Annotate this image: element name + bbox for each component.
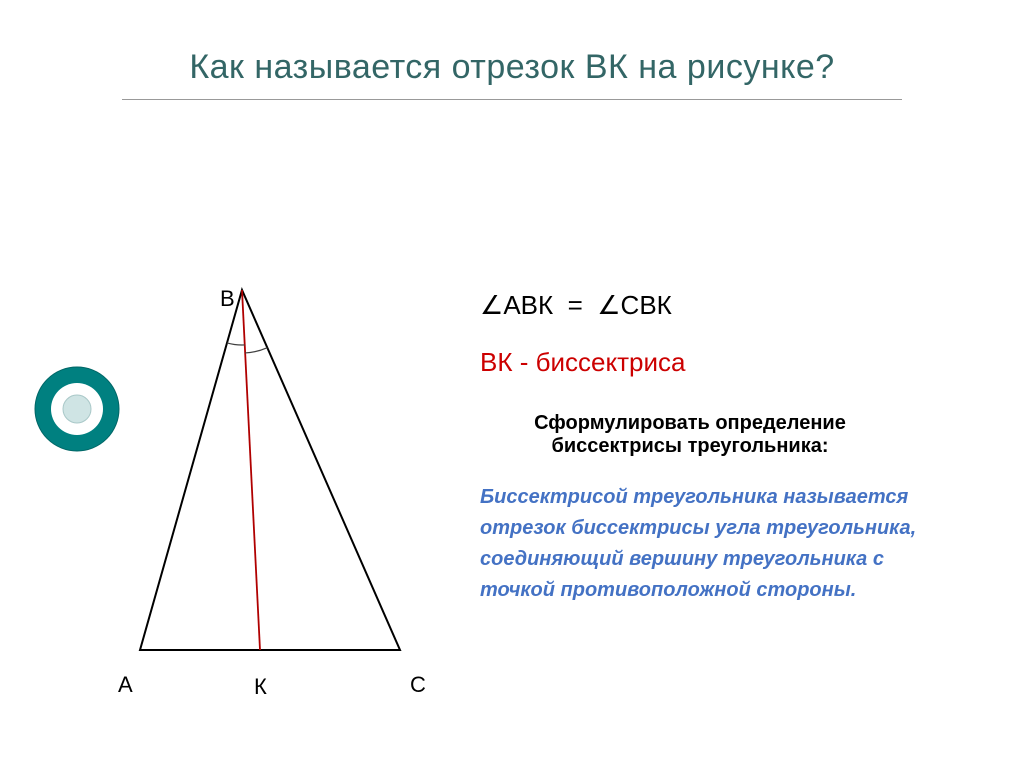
point-label-k: К: [254, 674, 267, 700]
bullet-inner: [63, 395, 91, 423]
slide: Как называется отрезок ВК на рисунке? A …: [0, 0, 1024, 768]
angle-symbol-right: ∠: [597, 291, 620, 320]
angle-arc-left: [227, 343, 245, 345]
slide-title: Как называется отрезок ВК на рисунке?: [0, 0, 1024, 87]
angle-equation: ∠АВК = ∠СВК: [480, 290, 980, 321]
prompt-line-1: Сформулировать определение: [480, 412, 900, 435]
answer-text: ВК - биссектриса: [480, 347, 980, 378]
definition-prompt: Сформулировать определение биссектрисы т…: [480, 412, 900, 458]
vertex-label-a: A: [118, 672, 133, 698]
angle-lhs: АВК: [503, 290, 553, 320]
vertex-label-b: В: [220, 286, 235, 312]
triangle-figure: A В С К: [110, 270, 440, 690]
angle-rhs: СВК: [621, 290, 672, 320]
definition-text: Биссектрисой треугольника называется отр…: [480, 482, 930, 606]
vertex-label-c: С: [410, 672, 426, 698]
right-column: ∠АВК = ∠СВК ВК - биссектриса Сформулиров…: [480, 290, 980, 606]
angle-arc-right: [245, 348, 267, 353]
ring-bullet-icon: [32, 364, 122, 454]
bisector-bk: [242, 290, 260, 650]
triangle-abc: [140, 290, 400, 650]
title-underline: [122, 99, 902, 100]
angle-symbol-left: ∠: [480, 291, 503, 320]
prompt-line-2: биссектрисы треугольника:: [480, 435, 900, 458]
